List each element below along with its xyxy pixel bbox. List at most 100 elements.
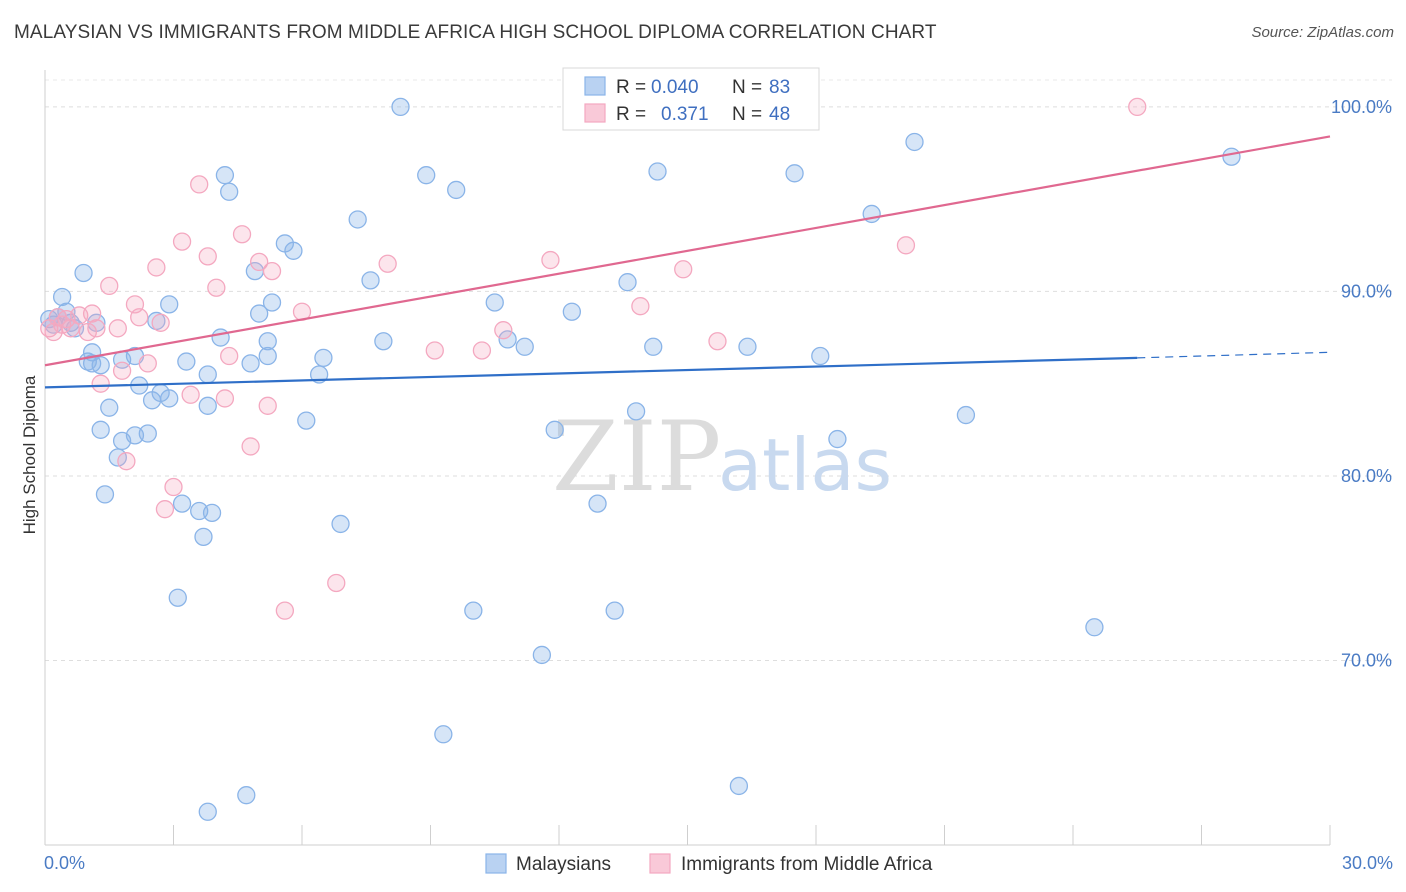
point-malaysians — [198, 396, 217, 415]
point-malaysians — [905, 132, 924, 152]
point-malaysians — [91, 420, 110, 439]
point-malaysians — [828, 429, 847, 449]
bottom-legend-malaysians: Malaysians — [516, 854, 611, 875]
legend-top: R = 0.040 N = 83 R = 0.371 N = 48 — [562, 67, 820, 131]
point-malaysians — [648, 162, 667, 181]
point-immigrants — [155, 500, 175, 519]
point-immigrants — [258, 396, 277, 415]
point-malaysians — [250, 304, 269, 323]
legend-bottom: Malaysians Immigrants from Middle Africa — [485, 853, 933, 875]
point-immigrants — [164, 477, 183, 497]
y-tick-label: 90.0% — [1341, 281, 1392, 301]
watermark-atlas: atlas — [718, 423, 892, 507]
point-malaysians — [391, 97, 410, 117]
point-immigrants — [215, 389, 235, 408]
point-malaysians — [1222, 147, 1241, 166]
point-malaysians — [177, 352, 196, 371]
point-malaysians — [498, 330, 517, 349]
x-tick-label: 30.0% — [1342, 853, 1393, 873]
chart-title: MALAYSIAN VS IMMIGRANTS FROM MIDDLE AFRI… — [14, 22, 937, 43]
point-immigrants — [82, 304, 102, 323]
point-malaysians — [588, 494, 607, 513]
point-malaysians — [644, 337, 663, 356]
point-immigrants — [262, 261, 282, 281]
point-immigrants — [52, 315, 72, 334]
point-malaysians — [198, 802, 217, 821]
point-immigrants — [425, 341, 444, 360]
legend-n-value-2: 48 — [769, 104, 790, 125]
legend-r-label-1: R = — [616, 77, 646, 98]
point-immigrants — [472, 341, 492, 360]
legend-n-label-2: N = — [732, 104, 762, 125]
point-immigrants — [91, 374, 110, 393]
point-malaysians — [284, 241, 303, 260]
y-tick-label: 80.0% — [1341, 466, 1392, 486]
point-immigrants — [327, 573, 346, 593]
point-malaysians — [729, 776, 749, 796]
legend-r-value-2: 0.371 — [661, 104, 709, 125]
point-malaysians — [258, 346, 277, 366]
point-immigrants — [100, 276, 119, 296]
point-malaysians — [168, 588, 187, 607]
point-malaysians — [447, 180, 466, 200]
point-malaysians — [237, 786, 256, 805]
point-immigrants — [631, 297, 650, 316]
y-axis-label: High School Diploma — [20, 375, 39, 534]
point-immigrants — [241, 437, 260, 456]
legend-n-value-1: 83 — [769, 77, 790, 98]
point-malaysians — [194, 527, 213, 546]
point-immigrants — [220, 346, 239, 366]
trend-line-immigrants — [44, 135, 1331, 367]
trend-lines — [44, 135, 1331, 389]
point-immigrants — [494, 321, 513, 340]
point-immigrants — [250, 252, 269, 272]
point-malaysians — [262, 293, 282, 312]
point-malaysians — [545, 420, 564, 439]
point-malaysians — [515, 337, 534, 356]
point-malaysians — [956, 405, 976, 425]
point-malaysians — [348, 210, 367, 229]
point-malaysians — [202, 503, 222, 523]
point-immigrants — [190, 175, 209, 194]
point-malaysians — [215, 166, 235, 185]
point-immigrants — [674, 260, 693, 279]
point-malaysians — [160, 389, 179, 408]
axes — [44, 70, 1331, 846]
y-tick-label: 100.0% — [1331, 97, 1392, 117]
trend-line-malaysians-extension — [1137, 351, 1331, 359]
point-immigrants — [1128, 97, 1147, 117]
point-malaysians — [91, 356, 110, 375]
point-malaysians — [74, 263, 93, 283]
trend-line-malaysians — [44, 356, 1138, 389]
chart-source: Source: ZipAtlas.com — [1251, 24, 1394, 41]
point-malaysians — [434, 725, 453, 744]
point-immigrants — [117, 452, 136, 471]
point-malaysians — [198, 365, 217, 384]
tick-labels: 70.0% 80.0% 90.0% 100.0% 0.0% 30.0% — [44, 97, 1393, 873]
point-malaysians — [241, 354, 260, 373]
point-malaysians — [331, 514, 350, 534]
point-malaysians — [618, 273, 637, 292]
point-malaysians — [374, 332, 393, 351]
point-malaysians — [417, 166, 436, 185]
point-malaysians — [626, 402, 646, 421]
point-immigrants — [87, 319, 106, 338]
point-malaysians — [562, 302, 581, 321]
point-immigrants — [541, 250, 560, 270]
point-malaysians — [464, 601, 483, 620]
point-malaysians — [297, 411, 316, 430]
point-immigrants — [112, 361, 132, 380]
legend-r-label-2: R = — [616, 104, 646, 125]
point-immigrants — [151, 313, 170, 332]
legend-swatch-malaysians — [584, 76, 606, 96]
point-immigrants — [181, 385, 200, 404]
point-immigrants — [138, 354, 157, 373]
point-immigrants — [147, 258, 166, 277]
point-malaysians — [738, 337, 757, 356]
point-malaysians — [785, 164, 804, 183]
point-malaysians — [1085, 618, 1104, 637]
point-malaysians — [605, 601, 624, 620]
point-malaysians — [100, 398, 119, 417]
point-malaysians — [52, 287, 72, 307]
point-immigrants — [708, 332, 727, 351]
